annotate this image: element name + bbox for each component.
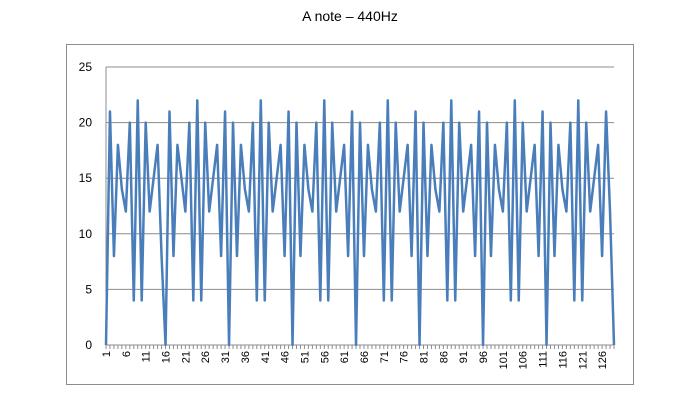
x-tick-label: 41 [260, 351, 272, 363]
x-tick-label: 51 [299, 351, 311, 363]
y-tick-label: 15 [79, 171, 93, 185]
x-tick-label: 116 [557, 351, 569, 369]
x-tick-label: 101 [498, 351, 510, 369]
x-tick-label: 81 [419, 351, 431, 363]
x-tick-label: 31 [220, 351, 232, 363]
x-tick-label: 71 [379, 351, 391, 363]
chart-area [66, 44, 634, 385]
x-tick-label: 86 [438, 351, 450, 363]
x-tick-label: 106 [518, 351, 530, 369]
x-tick-label: 66 [359, 351, 371, 363]
x-tick-label: 46 [280, 351, 292, 363]
x-tick-label: 1 [101, 351, 113, 357]
y-tick-label: 20 [79, 116, 93, 130]
x-tick-label: 26 [200, 351, 212, 363]
x-axis-ticks: 1 6 11 16 21 26 31 36 41 46 51 56 61 66 71 76 81 86 91 96 10… [101, 351, 609, 369]
x-tick-label: 6 [121, 351, 133, 357]
series-line-0 [104, 99, 616, 347]
x-tick-label: 21 [180, 351, 192, 363]
y-tick-label: 10 [79, 227, 93, 241]
x-tick-label: 36 [240, 351, 252, 363]
x-tick-label: 91 [458, 351, 470, 363]
chart-title: A note – 440Hz [302, 8, 398, 24]
x-tick-label: 121 [577, 351, 589, 369]
axes [105, 67, 615, 349]
x-tick-label: 126 [597, 351, 609, 369]
series-group [104, 99, 616, 347]
x-tick-label: 61 [339, 351, 351, 363]
x-tick-label: 16 [161, 351, 173, 363]
y-tick-label: 0 [85, 338, 92, 352]
x-tick-label: 11 [141, 351, 153, 362]
y-tick-label: 5 [85, 282, 92, 296]
x-tick-label: 96 [478, 351, 490, 363]
x-tick-label: 56 [319, 351, 331, 363]
x-tick-label: 76 [399, 351, 411, 363]
y-axis-ticks: 0 5 10 15 20 25 [79, 60, 93, 352]
y-tick-label: 25 [79, 60, 93, 74]
x-tick-label: 111 [538, 351, 550, 368]
